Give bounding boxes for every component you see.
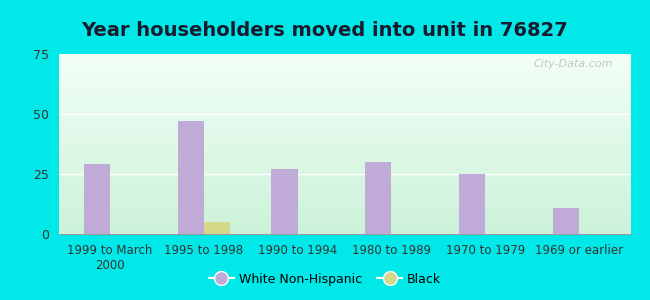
Bar (365, 162, 391, 234)
Bar (552, 208, 579, 234)
Text: Year householders moved into unit in 76827: Year householders moved into unit in 768… (82, 21, 568, 40)
Text: City-Data.com: City-Data.com (534, 59, 614, 69)
Bar (459, 174, 485, 234)
Bar (84, 164, 110, 234)
Bar (177, 121, 204, 234)
Bar (204, 222, 230, 234)
Bar (271, 169, 298, 234)
Legend: White Non-Hispanic, Black: White Non-Hispanic, Black (204, 268, 446, 291)
